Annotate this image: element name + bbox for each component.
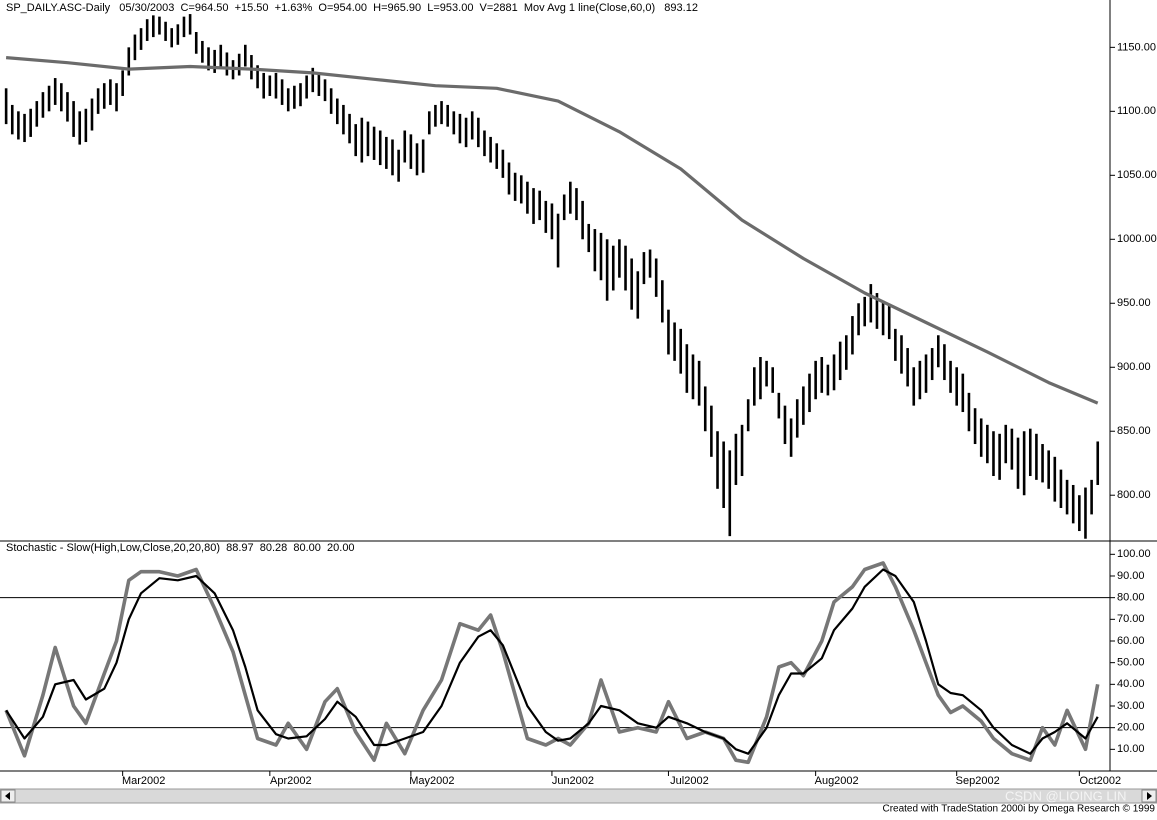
- x-tick-label: Jul2002: [670, 775, 709, 787]
- scroll-left-arrow: [5, 792, 10, 800]
- watermark: CSDN @LIOING LIN: [1005, 788, 1127, 803]
- y-tick-label: 20.00: [1117, 722, 1145, 734]
- y-tick-label: 1000.00: [1117, 233, 1157, 245]
- y-tick-label: 1150.00: [1117, 41, 1156, 53]
- x-tick-label: May2002: [409, 775, 454, 787]
- y-tick-label: 100.00: [1117, 548, 1151, 560]
- stochastic-line: [5, 568, 1099, 755]
- y-tick-label: 30.00: [1117, 700, 1145, 712]
- x-tick-label: Aug2002: [815, 775, 859, 787]
- x-tick-label: Mar2002: [122, 775, 165, 787]
- y-tick-label: 80.00: [1117, 592, 1145, 604]
- stochastic-line: [4, 561, 1100, 765]
- scroll-right-arrow: [1147, 792, 1152, 800]
- x-tick-label: Jun2002: [552, 775, 594, 787]
- y-tick-label: 1050.00: [1117, 169, 1157, 181]
- x-tick-label: Apr2002: [270, 775, 312, 787]
- x-tick-label: Sep2002: [956, 775, 1000, 787]
- y-tick-label: 950.00: [1117, 297, 1151, 309]
- y-tick-label: 10.00: [1117, 743, 1145, 755]
- y-tick-label: 70.00: [1117, 613, 1145, 625]
- x-tick-label: Oct2002: [1080, 775, 1122, 787]
- y-tick-label: 50.00: [1117, 657, 1145, 669]
- price-header: SP_DAILY.ASC-Daily 05/30/2003 C=964.50 +…: [6, 2, 698, 14]
- y-tick-label: 850.00: [1117, 425, 1151, 437]
- y-tick-label: 1100.00: [1117, 105, 1156, 117]
- stochastic-header: Stochastic - Slow(High,Low,Close,20,20,8…: [6, 542, 355, 554]
- y-tick-label: 40.00: [1117, 678, 1145, 690]
- y-tick-label: 90.00: [1117, 570, 1145, 582]
- y-tick-label: 800.00: [1117, 489, 1151, 501]
- scrollbar[interactable]: [0, 788, 1157, 804]
- moving-average-line: [5, 56, 1099, 405]
- y-tick-label: 60.00: [1117, 635, 1145, 647]
- footer: Created with TradeStation 2000i by Omega…: [882, 804, 1155, 815]
- y-tick-label: 900.00: [1117, 361, 1151, 373]
